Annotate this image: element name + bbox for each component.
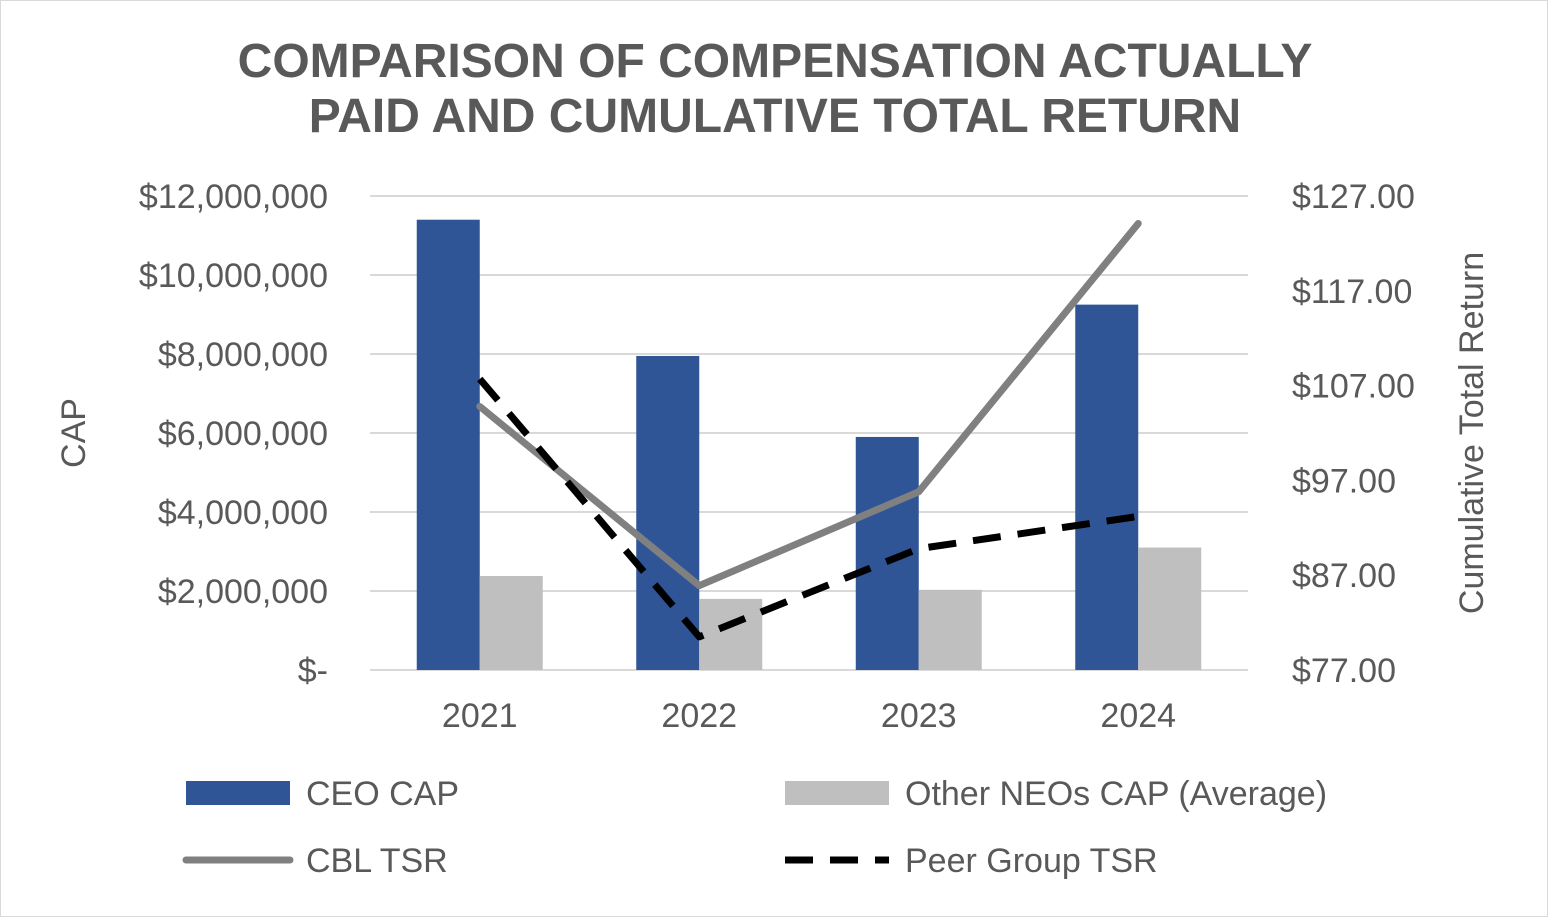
y2-tick-label: $107.00	[1292, 368, 1415, 406]
lines	[476, 219, 1142, 641]
bar-ceo-cap-2022	[636, 355, 700, 670]
y-tick-label: $-	[298, 652, 328, 690]
bar-other-neos-cap-average-2021	[479, 575, 543, 670]
y-tick-label: $10,000,000	[139, 257, 328, 295]
y2-tick-label: $97.00	[1292, 462, 1396, 500]
x-tick-label: 2022	[661, 697, 737, 735]
y2-tick-label: $87.00	[1292, 557, 1396, 595]
legend-swatch-ceo-cap	[186, 781, 290, 805]
axes: $- $2,000,000 $4,000,000 $6,000,000 $8,000,0…	[55, 178, 1491, 735]
legend-label-cbl-tsr: CBL TSR	[306, 842, 448, 880]
y-tick-label: $4,000,000	[158, 494, 328, 532]
y-axis-title: CAP	[55, 398, 93, 468]
y-tick-label: $2,000,000	[158, 573, 328, 611]
bar-ceo-cap-2021	[416, 219, 480, 670]
bar-ceo-cap-2024	[1075, 304, 1139, 670]
y2-axis-title: Cumulative Total Return	[1453, 252, 1491, 614]
bar-other-neos-cap-average-2023	[918, 589, 982, 670]
line-peer-group-tsr	[477, 376, 1139, 641]
bar-other-neos-cap-average-2022	[699, 598, 763, 670]
x-tick-label: 2024	[1100, 697, 1176, 735]
legend-swatch-other-neos-cap-average	[785, 781, 889, 805]
chart-title-line-1: COMPARISON OF COMPENSATION ACTUALLY	[237, 35, 1313, 88]
line-cbl-tsr	[476, 219, 1142, 590]
y2-tick-label: $77.00	[1292, 652, 1396, 690]
bar-other-neos-cap-average-2024	[1138, 547, 1202, 670]
chart-title-line-2: PAID AND CUMULATIVE TOTAL RETURN	[308, 90, 1242, 143]
legend-label-peer-group-tsr: Peer Group TSR	[905, 842, 1158, 880]
x-tick-label: 2021	[442, 697, 518, 735]
legend-label-ceo-cap: CEO CAP	[306, 775, 459, 813]
y-tick-label: $6,000,000	[158, 415, 328, 453]
legend-label-other-neos-cap-average: Other NEOs CAP (Average)	[905, 775, 1327, 813]
x-tick-label: 2023	[881, 697, 957, 735]
legend: CEO CAP Other NEOs CAP (Average) CBL TSR Pe…	[182, 775, 1327, 880]
y-tick-label: $8,000,000	[158, 336, 328, 374]
y-tick-label: $12,000,000	[139, 178, 328, 216]
y2-tick-label: $127.00	[1292, 178, 1415, 216]
y2-tick-label: $117.00	[1292, 273, 1412, 311]
